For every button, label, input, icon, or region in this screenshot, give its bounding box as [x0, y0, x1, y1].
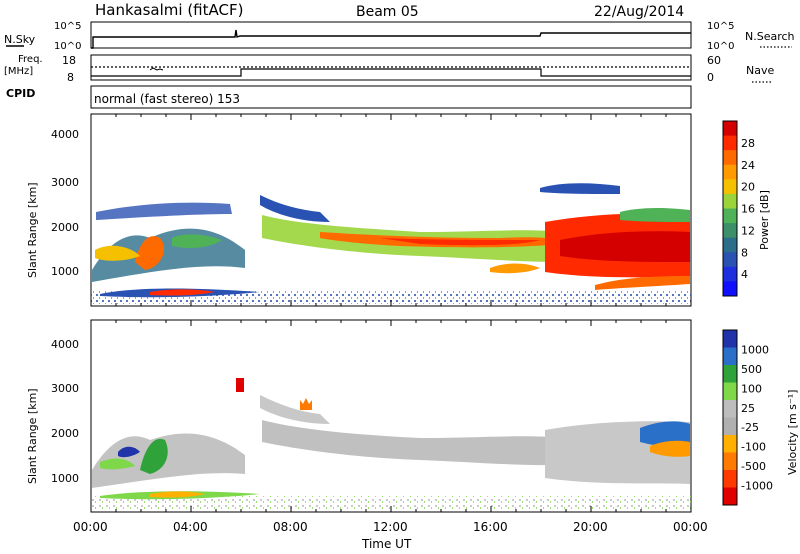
power-ytick-1000: 1000 — [51, 265, 79, 278]
station-title: Hankasalmi (fitACF) — [95, 1, 243, 19]
velocity-ytick-4000: 4000 — [51, 338, 79, 351]
power-colorbar-swatch — [723, 179, 737, 195]
power-colorbar-swatch — [723, 121, 737, 137]
velocity-colorbar-swatch — [723, 347, 737, 366]
xtick-2000: 20:00 — [573, 520, 608, 534]
velocity-colorbar-swatch — [723, 435, 737, 453]
velocity-scatter-map — [91, 378, 691, 510]
velocity-panel: 4000 3000 2000 1000 Slant Range [km] — [26, 319, 692, 513]
power-colorbar-swatch — [723, 193, 737, 209]
velocity-colorbar-swatch — [723, 417, 737, 436]
power-colorbar-swatch — [723, 266, 737, 282]
power-colorbar-tick: 20 — [741, 181, 755, 194]
panel-tick-marks — [90, 114, 692, 512]
nave-tick-top: 60 — [707, 54, 721, 67]
velocity-colorbar-tick: 25 — [741, 402, 755, 415]
date-title: 22/Aug/2014 — [594, 4, 684, 20]
velocity-colorbar-swatch — [723, 365, 737, 383]
freq-tick-bottom: 8 — [67, 71, 74, 84]
velocity-ytick-3000: 3000 — [51, 382, 79, 395]
velocity-colorbar-swatch — [723, 382, 737, 401]
nave-label: Nave — [746, 64, 774, 77]
velocity-colorbar: 1000 500 100 25 -25 -100 -500 -1000 — [722, 329, 773, 506]
velocity-colorbar-label: Velocity [m s⁻¹] — [786, 390, 799, 475]
velocity-colorbar-tick: -100 — [741, 441, 766, 454]
time-axis: 00:00 04:00 08:00 12:00 16:00 20:00 00:0… — [73, 520, 708, 551]
cpid-label: CPID — [6, 87, 35, 100]
power-ytick-3000: 3000 — [51, 176, 79, 189]
power-ytick-2000: 2000 — [51, 221, 79, 234]
power-colorbar-tick: 8 — [741, 246, 748, 259]
velocity-colorbar-swatch — [723, 452, 737, 471]
power-colorbar-tick: 16 — [741, 203, 755, 216]
power-ylabel: Slant Range [km] — [26, 182, 39, 278]
power-colorbar-tick: 24 — [741, 159, 755, 172]
power-panel: 4000 3000 2000 1000 Slant Range [km] — [26, 113, 692, 307]
xtick-2400: 00:00 — [673, 520, 708, 534]
nsearch-tick-top: 10^5 — [707, 21, 734, 32]
cpid-text: normal (fast stereo) 153 — [94, 92, 240, 106]
power-ytick-4000: 4000 — [51, 128, 79, 141]
power-colorbar-swatch — [723, 135, 737, 151]
power-colorbar-swatch — [723, 252, 737, 268]
velocity-colorbar-swatch — [723, 470, 737, 488]
power-colorbar-tick: 28 — [741, 137, 755, 150]
power-colorbar-swatch — [723, 150, 737, 166]
freq-label: Freq. — [18, 54, 43, 65]
power-colorbar-swatch — [723, 237, 737, 253]
xlabel: Time UT — [361, 537, 412, 551]
velocity-colorbar-tick: 1000 — [741, 343, 769, 356]
nsky-panel: N.Sky 10^5 10^0 10^5 10^0 N.Search — [4, 21, 795, 52]
nsearch-tick-bottom: 10^0 — [707, 41, 734, 52]
power-colorbar-swatch — [723, 281, 737, 297]
velocity-colorbar-swatch — [723, 400, 737, 418]
velocity-colorbar-frame — [722, 329, 738, 506]
nsky-label: N.Sky — [4, 33, 36, 46]
xtick-0800: 08:00 — [273, 520, 308, 534]
power-colorbar-tick: 4 — [741, 268, 748, 281]
nsearch-label: N.Search — [745, 30, 795, 43]
freq-panel: Freq. [MHz] 18 8 60 0 Nave CPID — [4, 54, 774, 100]
velocity-ytick-2000: 2000 — [51, 427, 79, 440]
freq-tick-top: 18 — [62, 54, 76, 67]
velocity-ytick-1000: 1000 — [51, 472, 79, 485]
xtick-1200: 12:00 — [373, 520, 408, 534]
velocity-colorbar-swatch — [723, 330, 737, 348]
velocity-colorbar-tick: 500 — [741, 363, 762, 376]
power-colorbar-swatch — [723, 208, 737, 224]
freq-unit: [MHz] — [4, 66, 33, 77]
xtick-0400: 04:00 — [173, 520, 208, 534]
power-colorbar-swatch — [723, 223, 737, 239]
velocity-colorbar-tick: 100 — [741, 382, 762, 395]
velocity-colorbar-swatch — [723, 487, 737, 506]
power-colorbar-label: Power [dB] — [758, 190, 771, 250]
power-colorbar-tick: 12 — [741, 224, 755, 237]
power-scatter-map — [91, 183, 691, 304]
nave-tick-bottom: 0 — [707, 71, 714, 84]
velocity-colorbar-tick: -1000 — [741, 480, 773, 493]
power-colorbar-swatch — [723, 164, 737, 180]
power-colorbar: 28 24 20 16 12 8 4 — [722, 120, 755, 297]
beam-title: Beam 05 — [356, 4, 419, 20]
velocity-colorbar-tick: -25 — [741, 421, 759, 434]
nsky-tick-bottom: 10^0 — [54, 41, 81, 52]
xtick-1600: 16:00 — [473, 520, 508, 534]
velocity-colorbar-tick: -500 — [741, 460, 766, 473]
nsky-tick-top: 10^5 — [54, 21, 81, 32]
velocity-ylabel: Slant Range [km] — [26, 388, 39, 484]
xtick-0000: 00:00 — [73, 520, 108, 534]
cpid-panel: normal (fast stereo) 153 — [90, 85, 692, 109]
power-colorbar-frame — [722, 120, 738, 297]
